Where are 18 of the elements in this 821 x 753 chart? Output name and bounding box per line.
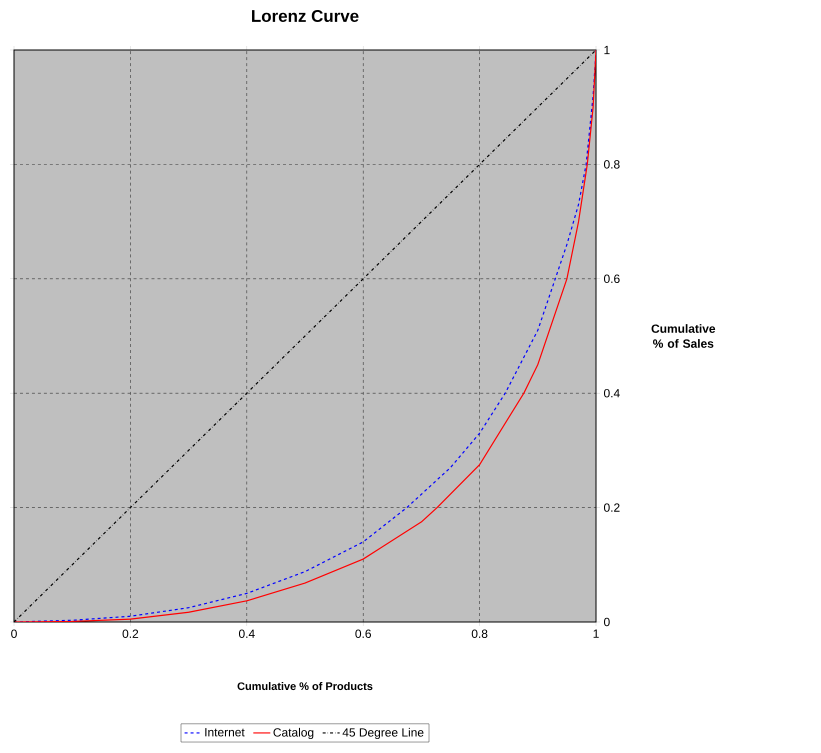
y-tick-label: 0.8 [604,160,620,169]
x-tick-label: 1 [594,630,599,638]
y-tick-label: 0.6 [604,274,620,284]
legend-label: Internet [205,728,245,736]
x-tick-label: 0.6 [355,630,371,638]
x-axis-title: Cumulative % of Products [238,682,372,690]
x-tick-label: 0 [11,630,17,638]
y-tick-label: 0.4 [604,388,620,398]
x-tick-label: 0.8 [472,630,488,638]
y-tick-label: 0 [604,618,610,626]
legend-label: 45 Degree Line [342,728,424,740]
y-tick-label: 0.2 [604,503,620,512]
x-tick-label: 0.2 [122,630,138,638]
y-tick-label: 1 [604,46,610,54]
y-axis-title: Cumulative % of Sales [652,324,716,348]
chart-title: Lorenz Curve [252,10,359,22]
legend-label: Catalog [274,728,314,740]
x-tick-label: 0.4 [238,630,255,638]
